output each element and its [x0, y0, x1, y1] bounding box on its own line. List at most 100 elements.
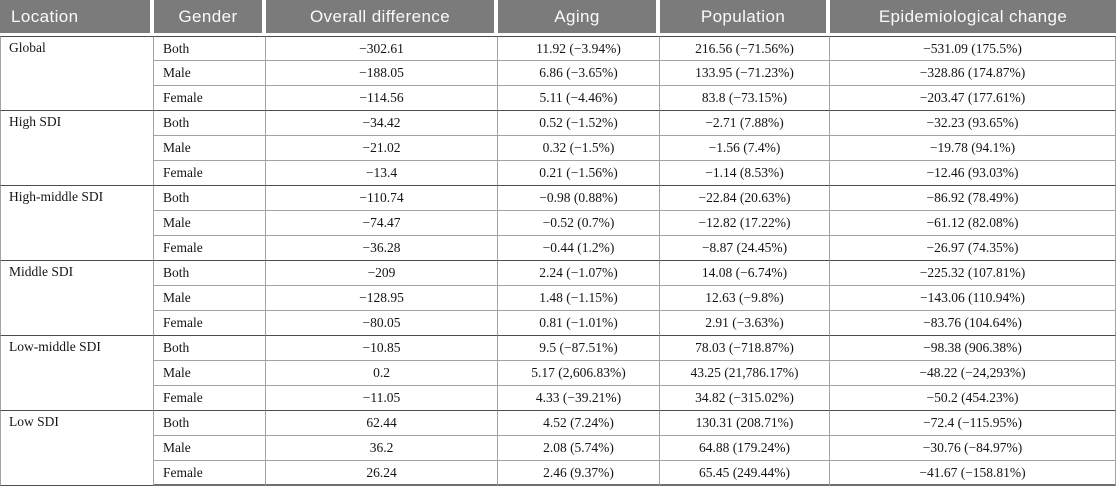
table-row: High-middle SDI Both −110.74 −0.98 (0.88%) −… — [0, 186, 1116, 261]
cell-epidemiological-change: −50.2 (454.23%) — [830, 386, 1116, 411]
cell-gender: Male — [154, 211, 266, 236]
cell-aging: 0.81 (−1.01%) — [498, 311, 660, 336]
table-header-row: Location Gender Overall difference Aging… — [0, 0, 1116, 36]
cell-population: −1.14 (8.53%) — [660, 161, 830, 186]
cell-epidemiological-change: −328.86 (174.87%) — [830, 61, 1116, 86]
column-header-aging: Aging — [498, 0, 660, 36]
table-row: Male −188.05 6.86 (−3.65%) 133.95 (−71.23%)… — [0, 61, 1116, 86]
cell-location: High SDI — [0, 111, 154, 186]
cell-population: −1.56 (7.4%) — [660, 136, 830, 161]
cell-epidemiological-change: −72.4 (−115.95%) — [830, 411, 1116, 436]
table-row: Male 36.2 2.08 (5.74%) 64.88 (179.24%) −30.7… — [0, 436, 1116, 461]
cell-overall-difference: −34.42 — [266, 111, 498, 136]
cell-gender: Both — [154, 111, 266, 136]
cell-aging: 4.52 (7.24%) — [498, 411, 660, 436]
cell-aging: 5.17 (2,606.83%) — [498, 361, 660, 386]
table-row: Female 26.24 2.46 (9.37%) 65.45 (249.44%) −4… — [0, 461, 1116, 486]
cell-aging: 2.08 (5.74%) — [498, 436, 660, 461]
cell-aging: 0.52 (−1.52%) — [498, 111, 660, 136]
cell-gender: Male — [154, 436, 266, 461]
cell-population: −8.87 (24.45%) — [660, 236, 830, 261]
cell-gender: Both — [154, 186, 266, 211]
cell-aging: 0.21 (−1.56%) — [498, 161, 660, 186]
cell-gender: Female — [154, 161, 266, 186]
column-header-gender: Gender — [154, 0, 266, 36]
cell-population: 133.95 (−71.23%) — [660, 61, 830, 86]
cell-epidemiological-change: −98.38 (906.38%) — [830, 336, 1116, 361]
cell-gender: Male — [154, 286, 266, 311]
table-header: Location Gender Overall difference Aging… — [0, 0, 1116, 36]
cell-aging: 9.5 (−87.51%) — [498, 336, 660, 361]
column-header-epidemiological-change: Epidemiological change — [830, 0, 1116, 36]
cell-epidemiological-change: −41.67 (−158.81%) — [830, 461, 1116, 486]
cell-aging: 2.46 (9.37%) — [498, 461, 660, 486]
cell-aging: 6.86 (−3.65%) — [498, 61, 660, 86]
cell-epidemiological-change: −203.47 (177.61%) — [830, 86, 1116, 111]
cell-gender: Both — [154, 411, 266, 436]
cell-overall-difference: −11.05 — [266, 386, 498, 411]
cell-epidemiological-change: −83.76 (104.64%) — [830, 311, 1116, 336]
cell-epidemiological-change: −19.78 (94.1%) — [830, 136, 1116, 161]
cell-gender: Female — [154, 86, 266, 111]
cell-population: −12.82 (17.22%) — [660, 211, 830, 236]
cell-epidemiological-change: −32.23 (93.65%) — [830, 111, 1116, 136]
cell-overall-difference: −114.56 — [266, 86, 498, 111]
cell-aging: 1.48 (−1.15%) — [498, 286, 660, 311]
cell-aging: 0.32 (−1.5%) — [498, 136, 660, 161]
cell-epidemiological-change: −531.09 (175.5%) — [830, 36, 1116, 61]
table-row: High SDI Both −34.42 0.52 (−1.52%) −2.71 (7.… — [0, 111, 1116, 186]
cell-gender: Female — [154, 311, 266, 336]
cell-overall-difference: −110.74 — [266, 186, 498, 211]
cell-epidemiological-change: −26.97 (74.35%) — [830, 236, 1116, 261]
table-row: Female −11.05 4.33 (−39.21%) 34.82 (−315.02… — [0, 386, 1116, 411]
cell-population: 34.82 (−315.02%) — [660, 386, 830, 411]
table-row: Female −80.05 0.81 (−1.01%) 2.91 (−3.63%) −8… — [0, 311, 1116, 336]
cell-population: −22.84 (20.63%) — [660, 186, 830, 211]
cell-gender: Both — [154, 36, 266, 61]
table-row: Low-middle SDI Both −10.85 9.5 (−87.51%) 78.… — [0, 336, 1116, 411]
cell-location: Global — [0, 36, 154, 111]
table-body: Global Both −302.61 11.92 (−3.94%) 216.56 (−… — [0, 36, 1116, 486]
cell-overall-difference: −188.05 — [266, 61, 498, 86]
table-row: Middle SDI Both −209 2.24 (−1.07%) 14.08 (−6… — [0, 261, 1116, 336]
table-row: Female −13.4 0.21 (−1.56%) −1.14 (8.53%) −12… — [0, 161, 1116, 186]
cell-epidemiological-change: −12.46 (93.03%) — [830, 161, 1116, 186]
cell-population: 43.25 (21,786.17%) — [660, 361, 830, 386]
cell-gender: Female — [154, 236, 266, 261]
cell-epidemiological-change: −86.92 (78.49%) — [830, 186, 1116, 211]
table-row: Male −128.95 1.48 (−1.15%) 12.63 (−9.8%) −14… — [0, 286, 1116, 311]
cell-overall-difference: −10.85 — [266, 336, 498, 361]
cell-aging: 5.11 (−4.46%) — [498, 86, 660, 111]
cell-location: High-middle SDI — [0, 186, 154, 261]
cell-population: 65.45 (249.44%) — [660, 461, 830, 486]
cell-overall-difference: −36.28 — [266, 236, 498, 261]
cell-population: 14.08 (−6.74%) — [660, 261, 830, 286]
cell-location: Low-middle SDI — [0, 336, 154, 411]
cell-aging: −0.98 (0.88%) — [498, 186, 660, 211]
cell-epidemiological-change: −30.76 (−84.97%) — [830, 436, 1116, 461]
column-header-population: Population — [660, 0, 830, 36]
table-row: Male −21.02 0.32 (−1.5%) −1.56 (7.4%) −19.78… — [0, 136, 1116, 161]
cell-epidemiological-change: −61.12 (82.08%) — [830, 211, 1116, 236]
cell-overall-difference: −302.61 — [266, 36, 498, 61]
cell-overall-difference: −21.02 — [266, 136, 498, 161]
cell-gender: Both — [154, 336, 266, 361]
table-row: Low SDI Both 62.44 4.52 (7.24%) 130.31 (208.… — [0, 411, 1116, 486]
cell-overall-difference: −128.95 — [266, 286, 498, 311]
cell-location: Middle SDI — [0, 261, 154, 336]
cell-overall-difference: 36.2 — [266, 436, 498, 461]
table-row: Global Both −302.61 11.92 (−3.94%) 216.56 (−… — [0, 36, 1116, 111]
cell-aging: −0.52 (0.7%) — [498, 211, 660, 236]
cell-gender: Male — [154, 136, 266, 161]
cell-population: 78.03 (−718.87%) — [660, 336, 830, 361]
cell-population: −2.71 (7.88%) — [660, 111, 830, 136]
cell-aging: 4.33 (−39.21%) — [498, 386, 660, 411]
cell-population: 64.88 (179.24%) — [660, 436, 830, 461]
cell-population: 83.8 (−73.15%) — [660, 86, 830, 111]
cell-overall-difference: −13.4 — [266, 161, 498, 186]
cell-gender: Both — [154, 261, 266, 286]
cell-overall-difference: −74.47 — [266, 211, 498, 236]
cell-location: Low SDI — [0, 411, 154, 486]
